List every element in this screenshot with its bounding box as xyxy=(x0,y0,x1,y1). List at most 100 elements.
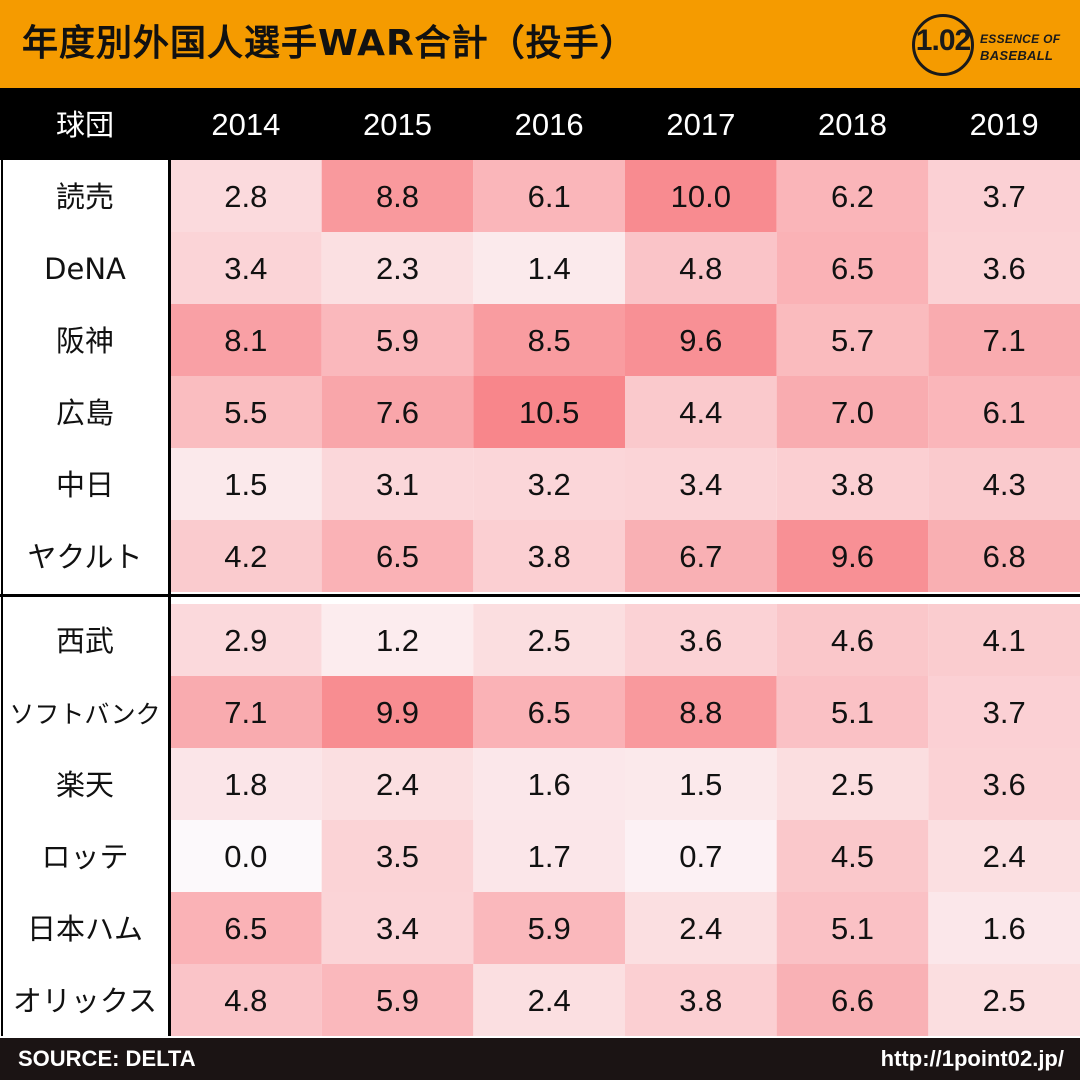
cell-value: 6.5 xyxy=(528,695,571,730)
cell-value: 1.6 xyxy=(528,767,571,802)
heat-cell xyxy=(170,232,322,304)
team-label: 日本ハム xyxy=(27,912,143,946)
heat-cell xyxy=(321,964,474,1036)
cell-value: 3.8 xyxy=(528,539,571,574)
cell-value: 7.1 xyxy=(983,323,1026,358)
heat-cell xyxy=(170,376,322,448)
cell-value: 1.5 xyxy=(679,767,722,802)
cell-value: 2.4 xyxy=(983,839,1026,874)
cell-value: 1.6 xyxy=(983,911,1026,946)
cell-value: 4.3 xyxy=(983,467,1026,502)
cell-value: 7.1 xyxy=(224,695,267,730)
cell-value: 3.4 xyxy=(679,467,722,502)
heat-cell xyxy=(776,232,929,304)
heat-cell xyxy=(170,964,322,1036)
cell-value: 8.1 xyxy=(224,323,267,358)
column-header-2019: 2019 xyxy=(970,107,1039,142)
team-cell xyxy=(0,676,170,748)
logo-tagline-bottom: BASEBALL xyxy=(980,48,1054,63)
cell-value: 6.5 xyxy=(831,251,874,286)
heat-cell xyxy=(473,604,625,676)
team-label: 読売 xyxy=(56,180,114,214)
cell-value: 4.4 xyxy=(679,395,722,430)
cell-value: 3.7 xyxy=(983,179,1026,214)
league-divider-gap xyxy=(0,592,1080,604)
team-cell xyxy=(0,232,170,304)
team-cell xyxy=(0,376,170,448)
heat-cell xyxy=(625,376,777,448)
heat-cell xyxy=(473,448,625,520)
team-label: 楽天 xyxy=(56,768,114,802)
cell-value: 1.7 xyxy=(528,839,571,874)
heat-cell xyxy=(928,748,1080,820)
cell-value: 6.1 xyxy=(983,395,1026,430)
heat-cell xyxy=(170,892,322,964)
heat-cell xyxy=(776,820,929,892)
cell-value: 7.6 xyxy=(376,395,419,430)
team-label: ロッテ xyxy=(41,840,128,874)
cell-value: 4.1 xyxy=(983,623,1026,658)
cell-value: 9.6 xyxy=(831,539,874,574)
league-divider-line xyxy=(0,594,1080,597)
heat-cell xyxy=(625,160,777,232)
cell-value: 3.6 xyxy=(983,251,1026,286)
heat-cell xyxy=(928,676,1080,748)
cell-value: 6.5 xyxy=(376,539,419,574)
cell-value: 2.8 xyxy=(224,179,267,214)
heat-cell xyxy=(625,448,777,520)
heat-cell xyxy=(321,376,474,448)
heat-cell xyxy=(321,520,474,592)
cell-value: 3.4 xyxy=(376,911,419,946)
cell-value: 5.7 xyxy=(831,323,874,358)
cell-value: 6.7 xyxy=(679,539,722,574)
cell-value: 6.5 xyxy=(224,911,267,946)
heat-cell xyxy=(776,160,929,232)
heat-cell xyxy=(473,376,625,448)
heat-cell xyxy=(473,232,625,304)
source-label: SOURCE: DELTA xyxy=(18,1046,196,1071)
heat-cell xyxy=(928,376,1080,448)
cell-value: 3.6 xyxy=(679,623,722,658)
chart-title: 年度別外国人選手WAR合計（投手） xyxy=(22,23,637,64)
heat-cell xyxy=(321,820,474,892)
team-cell xyxy=(0,748,170,820)
cell-value: 2.5 xyxy=(528,623,571,658)
team-label: 広島 xyxy=(56,396,114,430)
heat-cell xyxy=(776,304,929,376)
cell-value: 5.9 xyxy=(528,911,571,946)
column-header-2016: 2016 xyxy=(515,107,584,142)
heat-cell xyxy=(170,748,322,820)
heat-cell xyxy=(473,520,625,592)
logo-number: 1.02 xyxy=(915,24,971,57)
cell-value: 3.5 xyxy=(376,839,419,874)
team-cell xyxy=(0,520,170,592)
cell-value: 3.1 xyxy=(376,467,419,502)
heat-cell xyxy=(776,520,929,592)
heat-cell xyxy=(321,448,474,520)
cell-value: 2.5 xyxy=(831,767,874,802)
heat-cell xyxy=(473,892,625,964)
team-cell xyxy=(0,304,170,376)
heat-cell xyxy=(928,304,1080,376)
team-cell xyxy=(0,604,170,676)
cell-value: 4.5 xyxy=(831,839,874,874)
team-label: オリックス xyxy=(13,984,157,1018)
column-header-2018: 2018 xyxy=(818,107,887,142)
heat-cell xyxy=(928,892,1080,964)
cell-value: 5.1 xyxy=(831,695,874,730)
cell-value: 1.8 xyxy=(224,767,267,802)
site-url: http://1point02.jp/ xyxy=(880,1046,1064,1071)
heat-cell xyxy=(625,232,777,304)
heat-cell xyxy=(928,160,1080,232)
heat-cell xyxy=(170,820,322,892)
team-label: 西武 xyxy=(56,624,114,658)
cell-value: 2.4 xyxy=(376,767,419,802)
cell-value: 4.8 xyxy=(224,983,267,1018)
cell-value: 3.2 xyxy=(528,467,571,502)
heat-cell xyxy=(321,160,474,232)
cell-value: 3.6 xyxy=(983,767,1026,802)
column-header-2017: 2017 xyxy=(666,107,735,142)
cell-value: 7.0 xyxy=(831,395,874,430)
cell-value: 1.5 xyxy=(224,467,267,502)
heat-cell xyxy=(625,820,777,892)
